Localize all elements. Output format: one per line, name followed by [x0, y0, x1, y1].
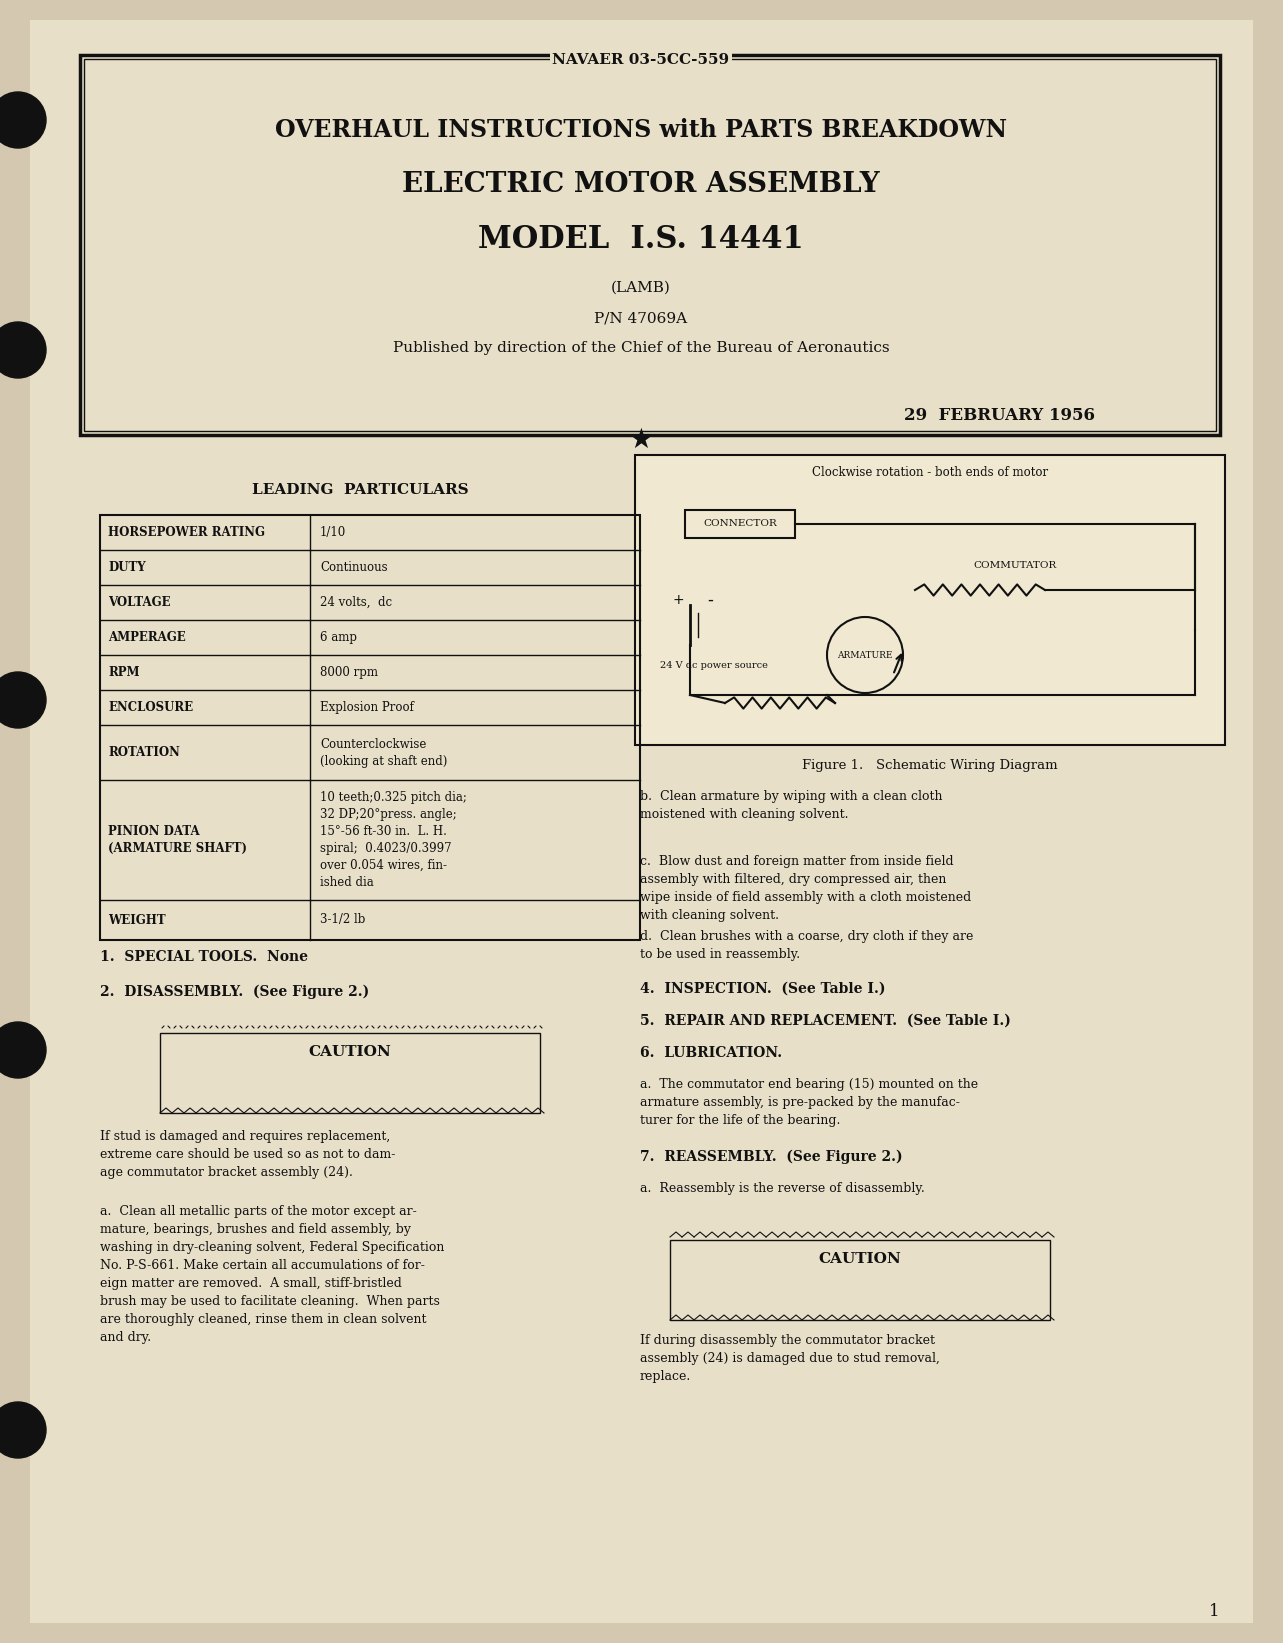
Text: ★: ★: [629, 426, 653, 453]
Text: 5.  REPAIR AND REPLACEMENT.  (See Table I.): 5. REPAIR AND REPLACEMENT. (See Table I.…: [640, 1014, 1011, 1029]
Text: CAUTION: CAUTION: [309, 1045, 391, 1060]
Text: If during disassembly the commutator bracket
assembly (24) is damaged due to stu: If during disassembly the commutator bra…: [640, 1334, 940, 1383]
Bar: [160, 1033, 540, 1112]
Text: ARMATURE: ARMATURE: [838, 651, 893, 659]
Text: a.  The commutator end bearing (15) mounted on the
armature assembly, is pre-pac: a. The commutator end bearing (15) mount…: [640, 1078, 978, 1127]
Text: OVERHAUL INSTRUCTIONS with PARTS BREAKDOWN: OVERHAUL INSTRUCTIONS with PARTS BREAKDO…: [275, 118, 1007, 141]
Bar: [670, 1240, 1049, 1319]
Text: CONNECTOR: CONNECTOR: [703, 519, 777, 529]
Circle shape: [0, 1022, 46, 1078]
Text: 1/10: 1/10: [319, 526, 346, 539]
Text: ELECTRIC MOTOR ASSEMBLY: ELECTRIC MOTOR ASSEMBLY: [402, 171, 880, 199]
Text: 29  FEBRUARY 1956: 29 FEBRUARY 1956: [905, 406, 1096, 424]
Bar: [685, 509, 795, 537]
Text: Explosion Proof: Explosion Proof: [319, 702, 414, 715]
Text: HORSEPOWER RATING: HORSEPOWER RATING: [108, 526, 266, 539]
Bar: [100, 514, 640, 940]
Text: Counterclockwise
(looking at shaft end): Counterclockwise (looking at shaft end): [319, 738, 448, 767]
Text: ROTATION: ROTATION: [108, 746, 180, 759]
Text: 6.  LUBRICATION.: 6. LUBRICATION.: [640, 1047, 783, 1060]
Text: ENCLOSURE: ENCLOSURE: [108, 702, 194, 715]
Text: Clockwise rotation - both ends of motor: Clockwise rotation - both ends of motor: [812, 467, 1048, 480]
Text: Published by direction of the Chief of the Bureau of Aeronautics: Published by direction of the Chief of t…: [393, 342, 889, 355]
Text: 7.  REASSEMBLY.  (See Figure 2.): 7. REASSEMBLY. (See Figure 2.): [640, 1150, 903, 1165]
Text: 8000 rpm: 8000 rpm: [319, 665, 378, 679]
Text: WEIGHT: WEIGHT: [108, 914, 166, 927]
Bar: [80, 54, 1220, 435]
Text: 6 amp: 6 amp: [319, 631, 357, 644]
Text: If stud is damaged and requires replacement,
extreme care should be used so as n: If stud is damaged and requires replacem…: [100, 1130, 395, 1180]
Text: PINION DATA
(ARMATURE SHAFT): PINION DATA (ARMATURE SHAFT): [108, 825, 248, 854]
FancyBboxPatch shape: [30, 20, 1253, 1623]
Text: 1.  SPECIAL TOOLS.  None: 1. SPECIAL TOOLS. None: [100, 950, 308, 964]
Circle shape: [0, 322, 46, 378]
Text: NAVAER 03-5CC-559: NAVAER 03-5CC-559: [553, 53, 730, 67]
Text: AMPERAGE: AMPERAGE: [108, 631, 186, 644]
Bar: [635, 455, 1225, 744]
Circle shape: [0, 672, 46, 728]
Text: VOLTAGE: VOLTAGE: [108, 596, 171, 610]
Text: P/N 47069A: P/N 47069A: [594, 311, 688, 325]
Text: COMMUTATOR: COMMUTATOR: [974, 560, 1057, 570]
Text: (LAMB): (LAMB): [611, 281, 671, 296]
Text: d.  Clean brushes with a coarse, dry cloth if they are
to be used in reassembly.: d. Clean brushes with a coarse, dry clot…: [640, 930, 974, 961]
Text: -: -: [707, 591, 713, 610]
Text: LEADING  PARTICULARS: LEADING PARTICULARS: [251, 483, 468, 496]
Circle shape: [0, 92, 46, 148]
Text: DUTY: DUTY: [108, 560, 146, 573]
Circle shape: [828, 618, 903, 693]
Text: 4.  INSPECTION.  (See Table I.): 4. INSPECTION. (See Table I.): [640, 983, 885, 996]
Text: Continuous: Continuous: [319, 560, 387, 573]
Text: 10 teeth;0.325 pitch dia;
32 DP;20°press. angle;
15°-56 ft-30 in.  L. H.
spiral;: 10 teeth;0.325 pitch dia; 32 DP;20°press…: [319, 790, 467, 889]
Text: 24 V dc power source: 24 V dc power source: [659, 660, 767, 669]
Text: a.  Reassembly is the reverse of disassembly.: a. Reassembly is the reverse of disassem…: [640, 1181, 925, 1194]
Circle shape: [0, 1401, 46, 1457]
Text: 2.  DISASSEMBLY.  (See Figure 2.): 2. DISASSEMBLY. (See Figure 2.): [100, 986, 370, 999]
Bar: [83, 59, 1216, 430]
Text: 24 volts,  dc: 24 volts, dc: [319, 596, 393, 610]
Text: RPM: RPM: [108, 665, 140, 679]
Text: 1: 1: [1210, 1604, 1220, 1620]
Text: CAUTION: CAUTION: [819, 1252, 902, 1267]
Text: 3-1/2 lb: 3-1/2 lb: [319, 914, 366, 927]
Text: b.  Clean armature by wiping with a clean cloth
moistened with cleaning solvent.: b. Clean armature by wiping with a clean…: [640, 790, 943, 822]
Text: a.  Clean all metallic parts of the motor except ar-
mature, bearings, brushes a: a. Clean all metallic parts of the motor…: [100, 1204, 444, 1344]
Text: MODEL  I.S. 14441: MODEL I.S. 14441: [479, 225, 804, 256]
Text: Figure 1.   Schematic Wiring Diagram: Figure 1. Schematic Wiring Diagram: [802, 759, 1057, 772]
Text: +: +: [672, 593, 684, 606]
Text: c.  Blow dust and foreign matter from inside field
assembly with filtered, dry c: c. Blow dust and foreign matter from ins…: [640, 854, 971, 922]
